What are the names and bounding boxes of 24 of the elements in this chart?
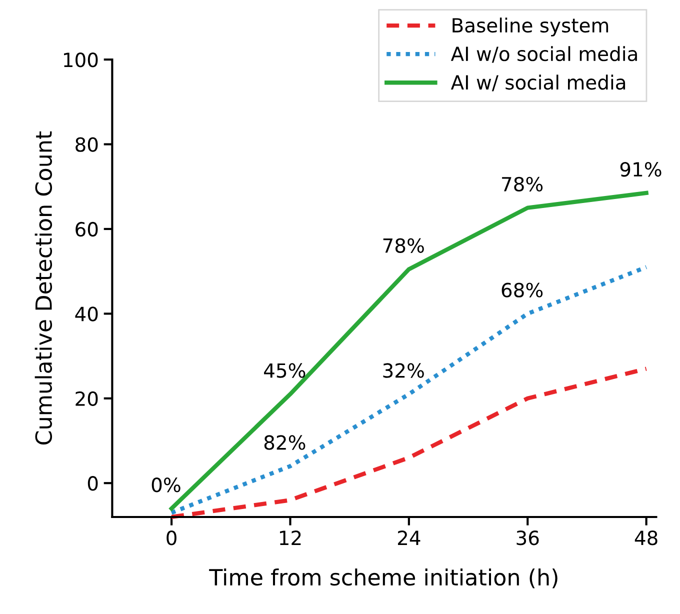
x-tick-label: 48 bbox=[634, 530, 658, 546]
y-tick-label: 20 bbox=[76, 391, 98, 406]
x-tick-label: 12 bbox=[280, 530, 301, 545]
annotation: 78% bbox=[502, 176, 543, 192]
annotation: 68% bbox=[502, 282, 543, 298]
x-tick-label: 0 bbox=[166, 530, 176, 546]
legend-label: AI w/ social media bbox=[450, 74, 626, 92]
x-axis-title: Time from scheme initiation (h) bbox=[209, 568, 558, 588]
legend-label: AI w/o social media bbox=[450, 46, 637, 63]
y-tick-label: 80 bbox=[76, 137, 98, 152]
x-tick-label: 36 bbox=[516, 530, 539, 546]
annotation: 78% bbox=[383, 238, 424, 253]
annotation: 0% bbox=[152, 478, 180, 492]
y-tick-label: 40 bbox=[75, 306, 98, 322]
y-tick-label: 100 bbox=[64, 52, 98, 68]
annotation: 32% bbox=[383, 363, 424, 378]
y-tick-label: 0 bbox=[88, 476, 98, 491]
annotation: 91% bbox=[620, 162, 662, 177]
y-axis-title: Cumulative Detection Count bbox=[34, 131, 52, 444]
annotation: 45% bbox=[264, 363, 306, 378]
legend-label: Baseline system bbox=[452, 18, 608, 36]
x-tick-label: 24 bbox=[398, 530, 420, 545]
annotation: 82% bbox=[264, 435, 306, 450]
y-tick-label: 60 bbox=[76, 222, 98, 237]
